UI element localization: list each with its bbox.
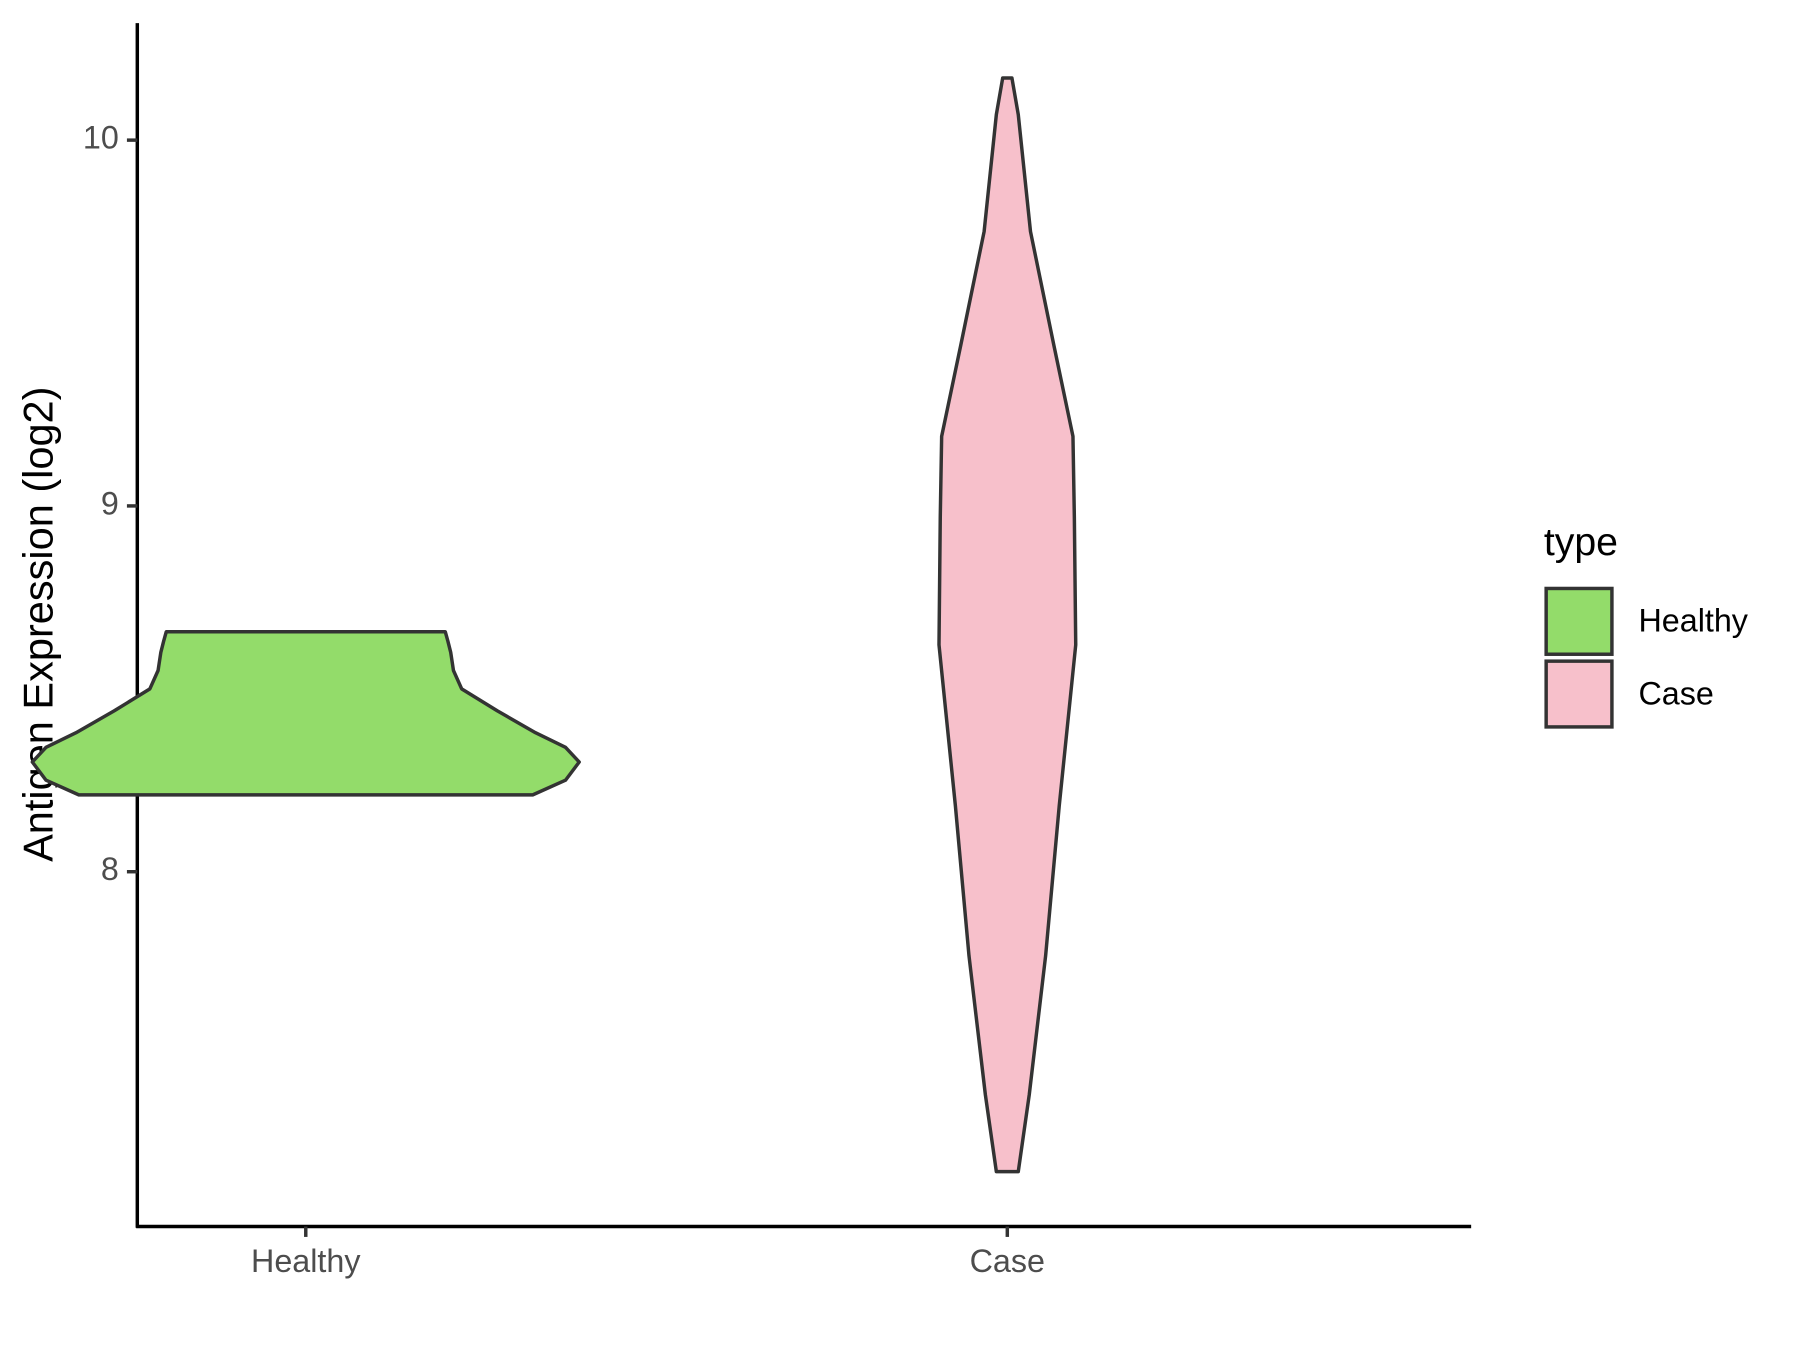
legend-title: type	[1544, 520, 1618, 564]
legend-label: Case	[1638, 675, 1713, 711]
y-axis-title: Antigen Expression (log2)	[15, 387, 62, 862]
x-tick-label: Case	[970, 1243, 1045, 1279]
violin	[30, 629, 581, 797]
y-tick-label: 9	[101, 485, 119, 521]
legend-key	[1544, 659, 1614, 729]
y-tick-label: 10	[83, 120, 119, 156]
legend-key	[1544, 586, 1614, 656]
y-tick-label: 8	[101, 851, 119, 887]
legend-label: Healthy	[1638, 603, 1748, 639]
violin	[937, 76, 1078, 1174]
x-tick-label: Healthy	[251, 1243, 361, 1279]
